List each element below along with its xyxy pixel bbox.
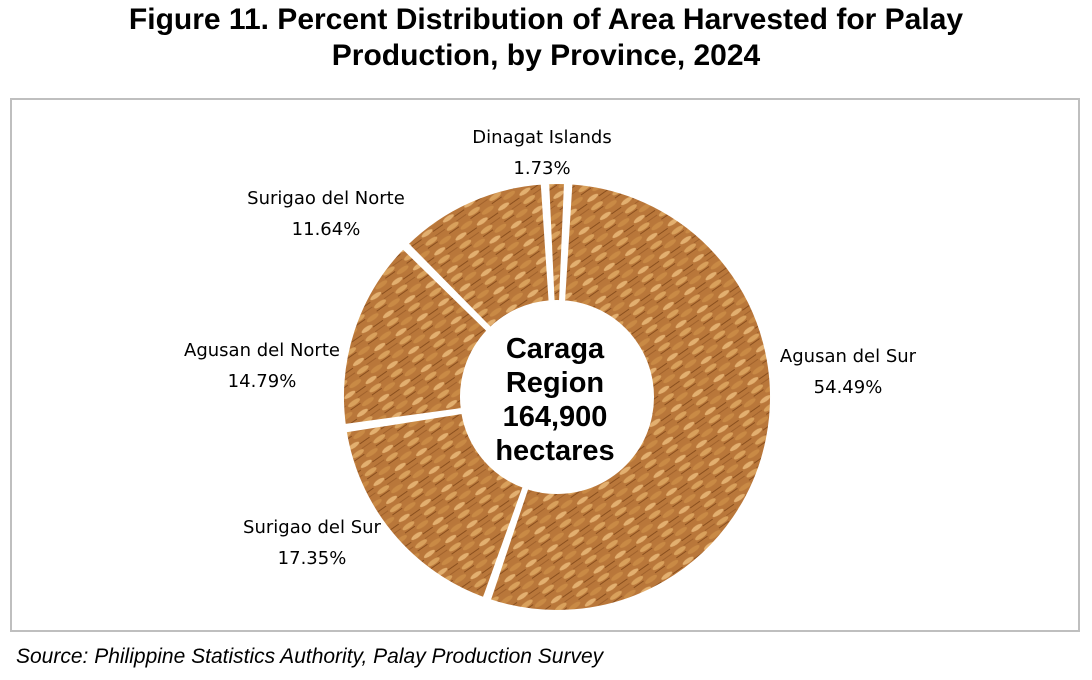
source-note: Source: Philippine Statistics Authority,… xyxy=(16,645,604,668)
chart-frame xyxy=(10,98,1080,632)
slice-name-surigao-del-sur: Surigao del Sur xyxy=(243,517,381,538)
slice-value-agusan-del-norte: 14.79% xyxy=(228,371,297,392)
slice-dinagat-islands xyxy=(545,180,569,305)
slice-name-dinagat-islands: Dinagat Islands xyxy=(472,127,611,148)
slice-name-agusan-del-norte: Agusan del Norte xyxy=(184,340,340,361)
slice-value-surigao-del-sur: 17.35% xyxy=(278,548,347,569)
chart-title-line-1: Figure 11. Percent Distribution of Area … xyxy=(128,3,964,36)
slice-value-surigao-del-norte: 11.64% xyxy=(292,219,361,240)
center-label-line-3: 164,900 xyxy=(503,401,608,433)
center-label-line-2: Region xyxy=(506,367,604,399)
slice-value-agusan-del-sur: 54.49% xyxy=(814,377,883,398)
center-label-line-4: hectares xyxy=(495,435,614,467)
slice-labels: Agusan del Sur 54.49% Surigao del Sur 17.35… xyxy=(184,127,917,569)
donut-slices xyxy=(340,180,774,614)
center-label-line-1: Caraga xyxy=(506,333,605,365)
slice-name-surigao-del-norte: Surigao del Norte xyxy=(247,188,405,209)
donut-hole xyxy=(462,302,652,492)
slice-value-dinagat-islands: 1.73% xyxy=(513,158,570,179)
chart-title: Figure 11. Percent Distribution of Area … xyxy=(0,2,1092,74)
chart-title-line-2: Production, by Province, 2024 xyxy=(331,39,761,72)
slice-name-agusan-del-sur: Agusan del Sur xyxy=(780,346,917,367)
